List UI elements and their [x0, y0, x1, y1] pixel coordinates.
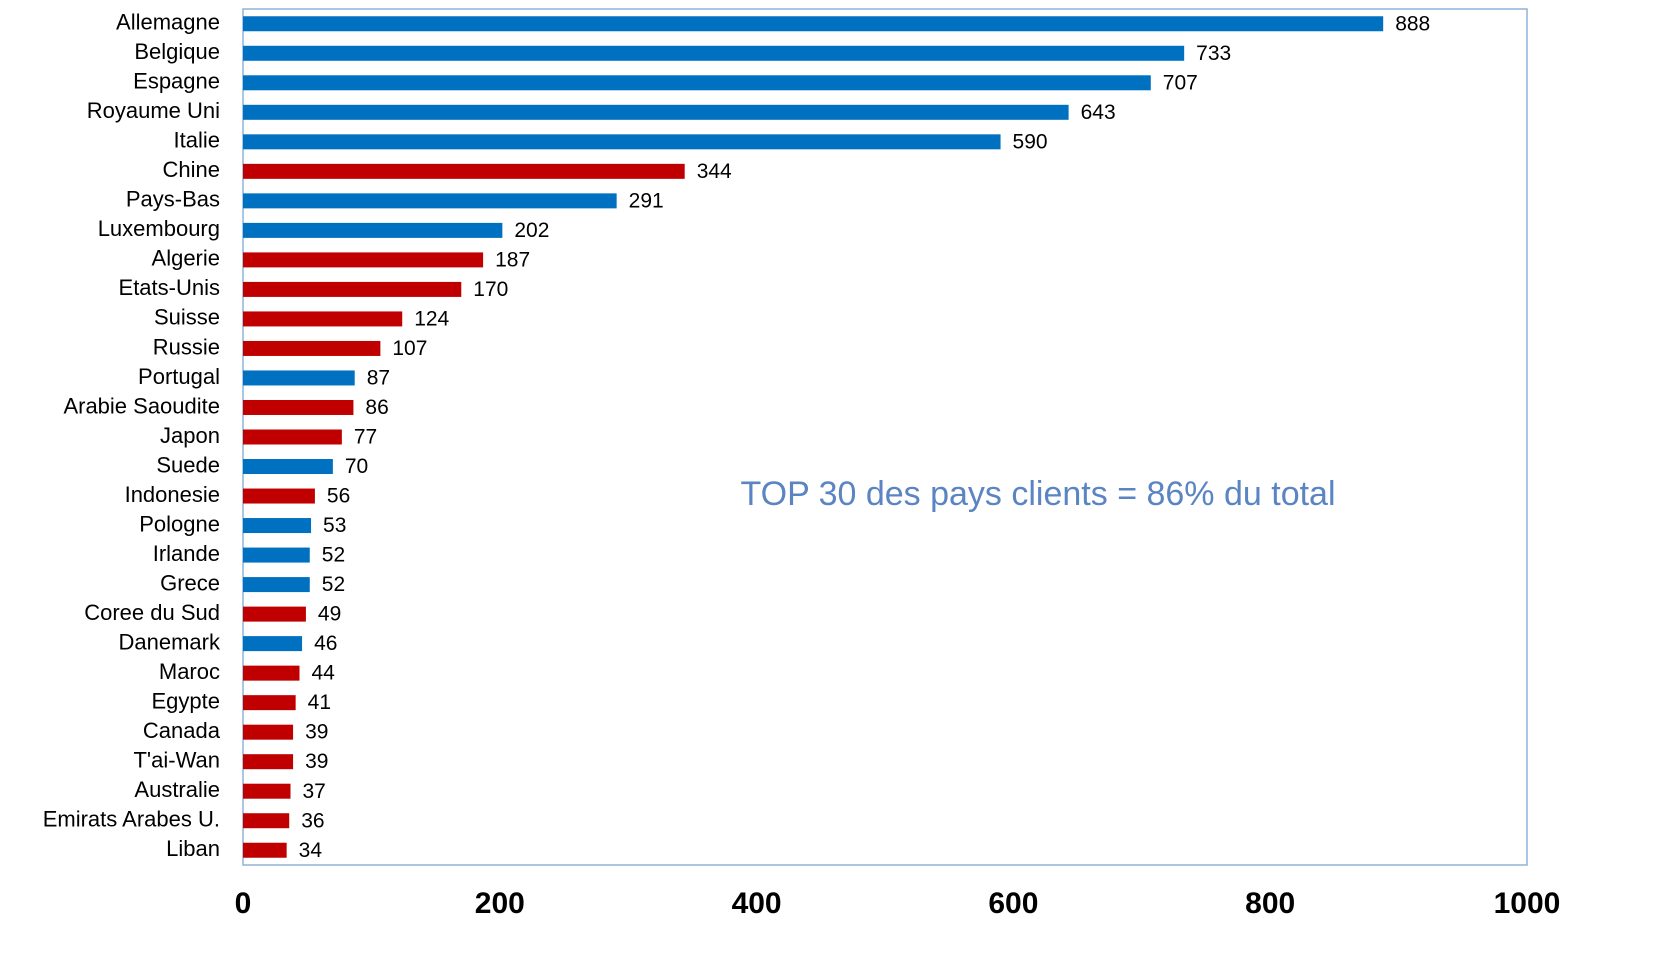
value-label: 70 — [345, 455, 368, 478]
bar — [243, 75, 1151, 91]
y-tick-label: Danemark — [119, 629, 221, 654]
bar — [243, 783, 291, 799]
value-label: 291 — [629, 189, 664, 212]
bar — [243, 134, 1001, 150]
y-tick-label: Irlande — [153, 541, 220, 566]
x-tick-label: 200 — [475, 887, 525, 920]
value-label: 39 — [305, 750, 328, 773]
y-tick-label: Italie — [174, 128, 220, 153]
bar — [243, 488, 315, 504]
value-label: 49 — [318, 603, 341, 626]
value-label: 36 — [301, 809, 324, 832]
value-label: 733 — [1196, 42, 1231, 65]
bar — [243, 252, 484, 268]
bar — [243, 724, 294, 740]
value-label: 39 — [305, 721, 328, 744]
bar — [243, 606, 306, 622]
bar — [243, 281, 462, 297]
bar — [243, 518, 312, 534]
y-tick-label: Emirats Arabes U. — [43, 807, 220, 832]
y-tick-label: Russie — [153, 334, 220, 359]
y-tick-label: Egypte — [152, 688, 221, 713]
bar — [243, 399, 354, 415]
y-tick-label: Maroc — [159, 659, 220, 684]
y-tick-label: Indonesie — [125, 482, 220, 507]
bar — [243, 222, 503, 238]
value-label: 643 — [1081, 101, 1116, 124]
value-label: 46 — [314, 632, 337, 655]
bar — [243, 370, 355, 386]
value-label: 77 — [354, 426, 377, 449]
value-label: 86 — [365, 396, 388, 419]
x-tick-label: 600 — [988, 887, 1038, 920]
bar — [243, 547, 310, 563]
y-tick-label: Luxembourg — [98, 216, 220, 241]
value-label: 707 — [1163, 71, 1198, 94]
bar — [243, 429, 342, 445]
y-tick-label: Grece — [160, 570, 220, 595]
y-tick-label: Coree du Sud — [84, 600, 220, 625]
value-label: 56 — [327, 485, 350, 508]
value-label: 888 — [1395, 12, 1430, 35]
value-label: 34 — [299, 839, 323, 862]
y-tick-label: Pologne — [139, 511, 220, 536]
bar — [243, 340, 381, 356]
bar — [243, 193, 617, 209]
bar — [243, 16, 1384, 32]
bar — [243, 636, 303, 652]
bar — [243, 695, 296, 711]
value-label: 41 — [308, 691, 331, 714]
bar — [243, 577, 310, 593]
value-label: 124 — [414, 307, 449, 330]
value-label: 107 — [392, 337, 427, 360]
x-tick-label: 400 — [732, 887, 782, 920]
y-tick-label: T'ai-Wan — [133, 748, 220, 773]
value-label: 344 — [697, 160, 732, 183]
value-label: 87 — [367, 367, 390, 390]
y-tick-label: Belgique — [134, 39, 220, 64]
y-tick-label: Algerie — [152, 246, 220, 271]
x-tick-label: 800 — [1245, 887, 1295, 920]
value-label: 53 — [323, 514, 346, 537]
y-tick-label: Royaume Uni — [87, 98, 220, 123]
bar — [243, 813, 290, 829]
value-label: 37 — [303, 780, 326, 803]
bar — [243, 665, 300, 681]
bar — [243, 45, 1185, 61]
y-tick-label: Japon — [160, 423, 220, 448]
bar — [243, 842, 287, 858]
annotation: TOP 30 des pays clients = 86% du total — [740, 475, 1335, 513]
bar — [243, 163, 685, 179]
bar — [243, 311, 403, 327]
y-tick-label: Canada — [143, 718, 221, 743]
y-tick-label: Chine — [163, 157, 220, 182]
value-label: 44 — [311, 662, 335, 685]
x-tick-label: 0 — [235, 887, 252, 920]
value-label: 590 — [1013, 130, 1048, 153]
bar — [243, 754, 294, 770]
value-label: 52 — [322, 573, 345, 596]
y-tick-label: Suede — [156, 452, 220, 477]
y-tick-label: Australie — [134, 777, 220, 802]
value-label: 202 — [514, 219, 549, 242]
y-tick-label: Espagne — [133, 69, 220, 94]
y-tick-label: Arabie Saoudite — [63, 393, 220, 418]
value-label: 170 — [473, 278, 508, 301]
y-tick-label: Etats-Unis — [119, 275, 220, 300]
x-tick-label: 1000 — [1494, 887, 1561, 920]
y-tick-label: Suisse — [154, 305, 220, 330]
value-label: 52 — [322, 544, 345, 567]
y-tick-label: Liban — [166, 836, 220, 861]
bar — [243, 459, 333, 475]
y-tick-label: Allemagne — [116, 10, 220, 35]
y-tick-label: Pays-Bas — [126, 187, 220, 212]
value-label: 187 — [495, 248, 530, 271]
y-tick-label: Portugal — [138, 364, 220, 389]
bar — [243, 104, 1069, 120]
